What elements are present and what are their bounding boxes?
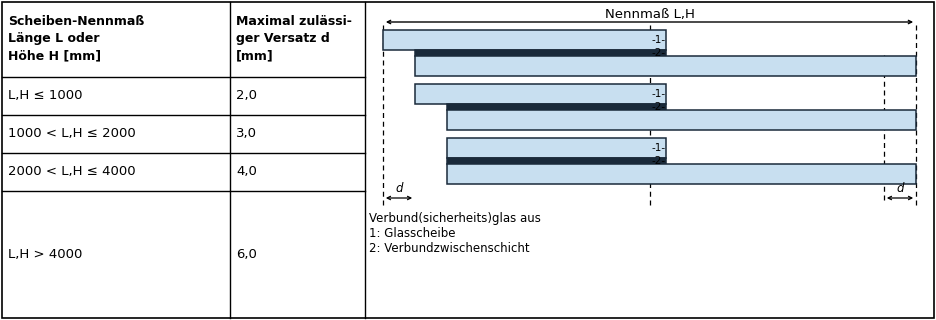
Text: -1-: -1- (651, 143, 665, 153)
Text: -2-: -2- (651, 48, 665, 58)
Text: Scheiben-Nennmaß: Scheiben-Nennmaß (8, 15, 144, 28)
Bar (447, 110, 916, 130)
Text: -2-: -2- (651, 102, 665, 112)
Text: d: d (395, 182, 402, 195)
Text: Verbund(sicherheits)glas aus: Verbund(sicherheits)glas aus (369, 212, 541, 225)
Text: 1: Glasscheibe: 1: Glasscheibe (369, 227, 456, 240)
Bar (415, 84, 665, 104)
Text: ger Versatz d: ger Versatz d (236, 32, 329, 45)
Bar (447, 138, 665, 158)
Bar (383, 30, 665, 50)
Text: 4,0: 4,0 (236, 165, 256, 179)
Bar (447, 104, 665, 110)
Text: 6,0: 6,0 (236, 248, 256, 261)
Text: 3,0: 3,0 (236, 127, 257, 140)
Text: d: d (897, 182, 904, 195)
Text: Maximal zulässi-: Maximal zulässi- (236, 15, 352, 28)
Bar (415, 50, 665, 56)
Text: -1-: -1- (651, 35, 665, 45)
Text: 2,0: 2,0 (236, 90, 257, 102)
Text: 1000 < L,H ≤ 2000: 1000 < L,H ≤ 2000 (8, 127, 136, 140)
Text: -1-: -1- (651, 89, 665, 99)
Bar (447, 158, 665, 164)
Text: 2000 < L,H ≤ 4000: 2000 < L,H ≤ 4000 (8, 165, 136, 179)
Text: 2: Verbundzwischenschicht: 2: Verbundzwischenschicht (369, 242, 530, 255)
Text: Nennmaß L,H: Nennmaß L,H (605, 8, 695, 21)
Text: -2-: -2- (651, 156, 665, 166)
Text: L,H ≤ 1000: L,H ≤ 1000 (8, 90, 82, 102)
Text: Höhe H [mm]: Höhe H [mm] (8, 49, 101, 62)
Text: Länge L oder: Länge L oder (8, 32, 99, 45)
Bar (415, 56, 916, 76)
Bar (447, 164, 916, 184)
Text: [mm]: [mm] (236, 49, 273, 62)
Text: L,H > 4000: L,H > 4000 (8, 248, 82, 261)
